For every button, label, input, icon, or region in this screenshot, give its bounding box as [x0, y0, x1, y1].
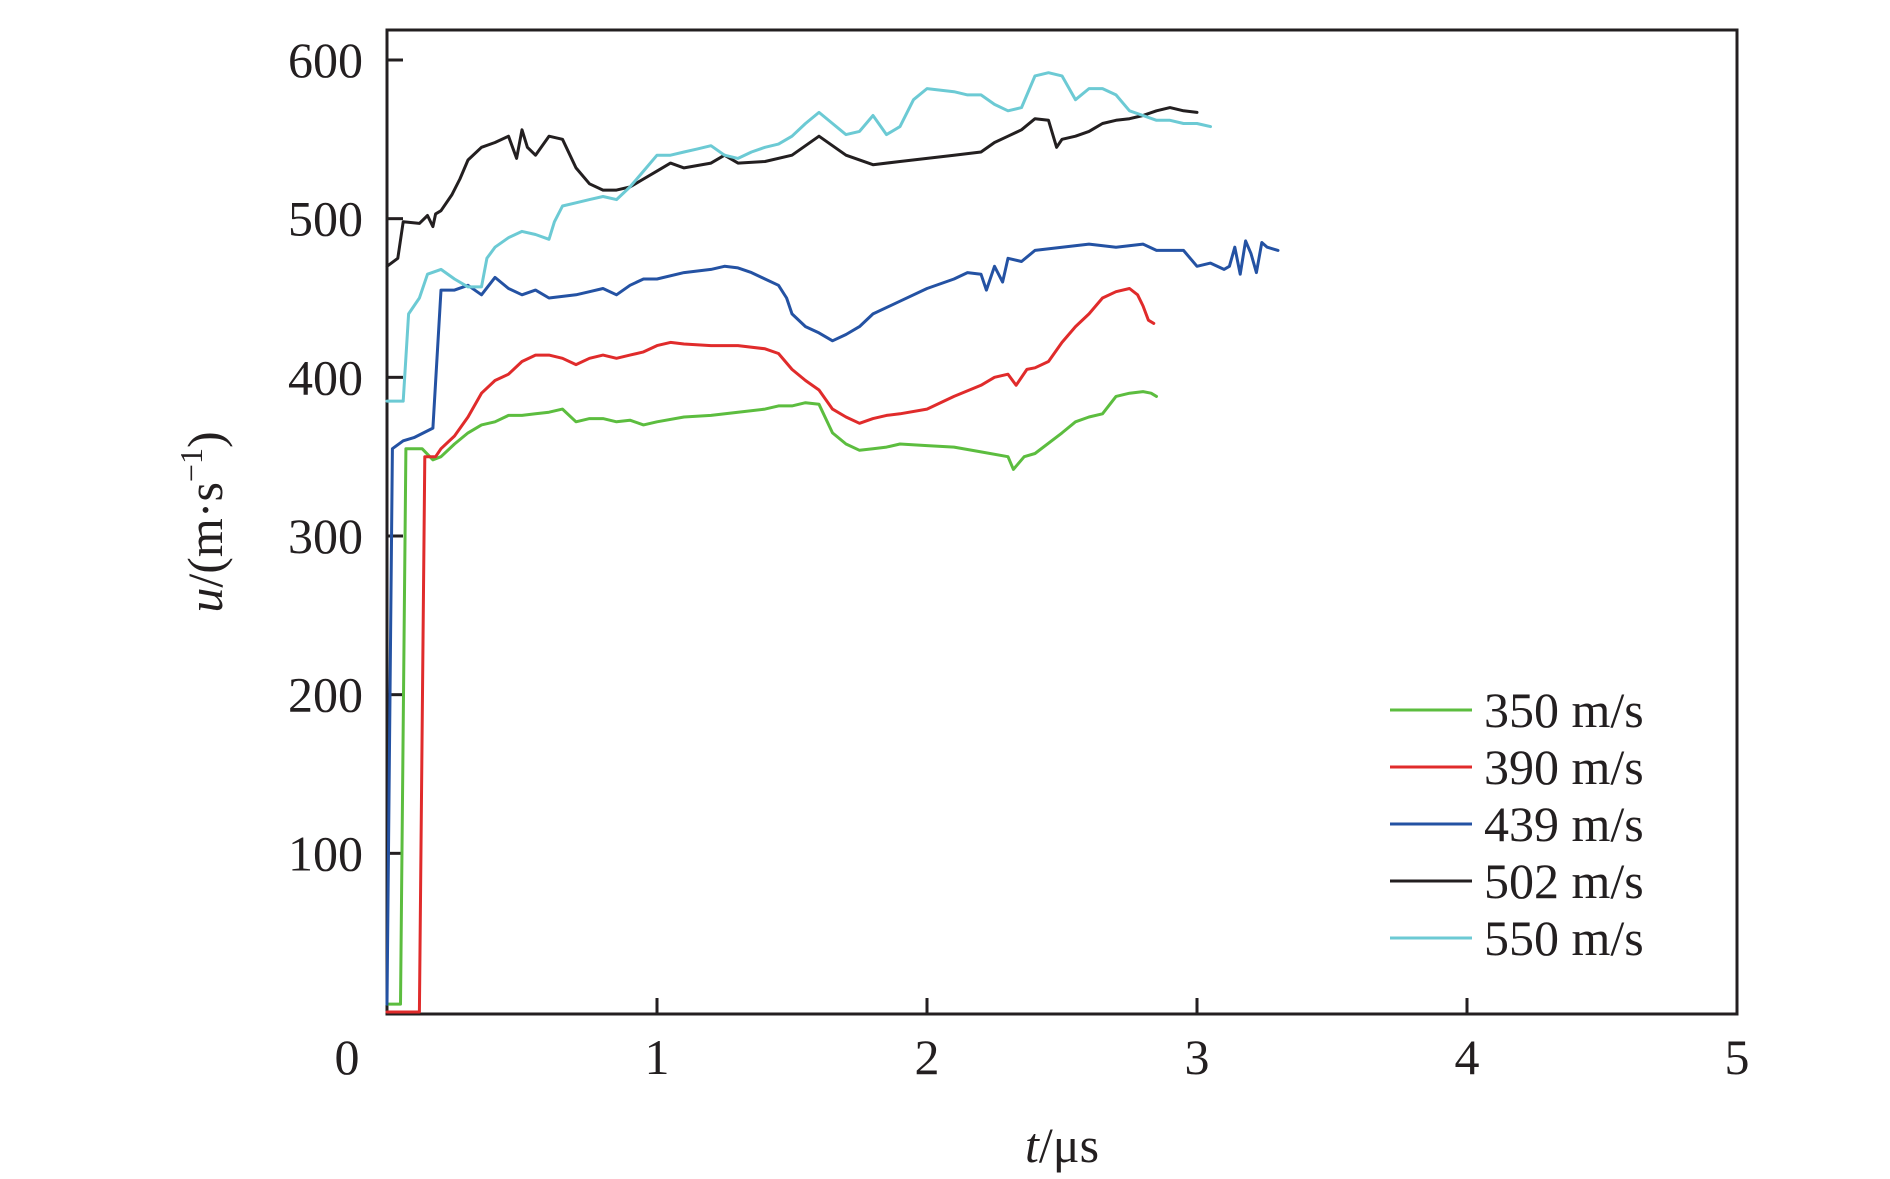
series-line-350-m-s	[385, 390, 1158, 1006]
x-axis-ticks: 0 1 2 3 4 5	[335, 998, 1750, 1085]
x-axis-variable: t	[1025, 1117, 1040, 1173]
y-axis-unit-exponent: −1	[173, 448, 209, 482]
y-tick-label: 200	[288, 667, 363, 723]
y-tick-label: 600	[288, 32, 363, 88]
y-tick-label: 500	[288, 191, 363, 247]
legend-label: 350 m/s	[1484, 682, 1644, 738]
y-axis-ticks: 100 200 300 400 500 600	[288, 32, 403, 881]
legend-label: 439 m/s	[1484, 796, 1644, 852]
series-line-390-m-s	[385, 287, 1156, 1014]
series-line-439-m-s	[385, 239, 1280, 1006]
legend-label: 550 m/s	[1484, 910, 1644, 966]
series-line-550-m-s	[385, 71, 1212, 403]
x-tick-label: 5	[1725, 1029, 1750, 1085]
y-tick-label: 400	[288, 349, 363, 405]
x-tick-label: 2	[915, 1029, 940, 1085]
x-tick-label: 1	[645, 1029, 670, 1085]
x-axis-unit: /μs	[1039, 1117, 1099, 1173]
y-axis-unit: /(m·s	[177, 482, 233, 588]
y-axis-unit-close: )	[177, 431, 233, 448]
x-tick-label: 4	[1455, 1029, 1480, 1085]
x-tick-label: 3	[1185, 1029, 1210, 1085]
series-line-502-m-s	[385, 106, 1199, 268]
y-axis-variable: u	[177, 588, 233, 613]
series-lines	[385, 71, 1280, 1014]
legend-label: 390 m/s	[1484, 739, 1644, 795]
x-tick-label: 0	[335, 1029, 360, 1085]
y-tick-label: 300	[288, 508, 363, 564]
y-tick-label: 100	[288, 825, 363, 881]
legend-label: 502 m/s	[1484, 853, 1644, 909]
x-axis-label: t/μs	[1025, 1117, 1099, 1173]
plot-frame	[385, 28, 1739, 1016]
y-axis-label: u/(m·s−1)	[173, 431, 233, 612]
